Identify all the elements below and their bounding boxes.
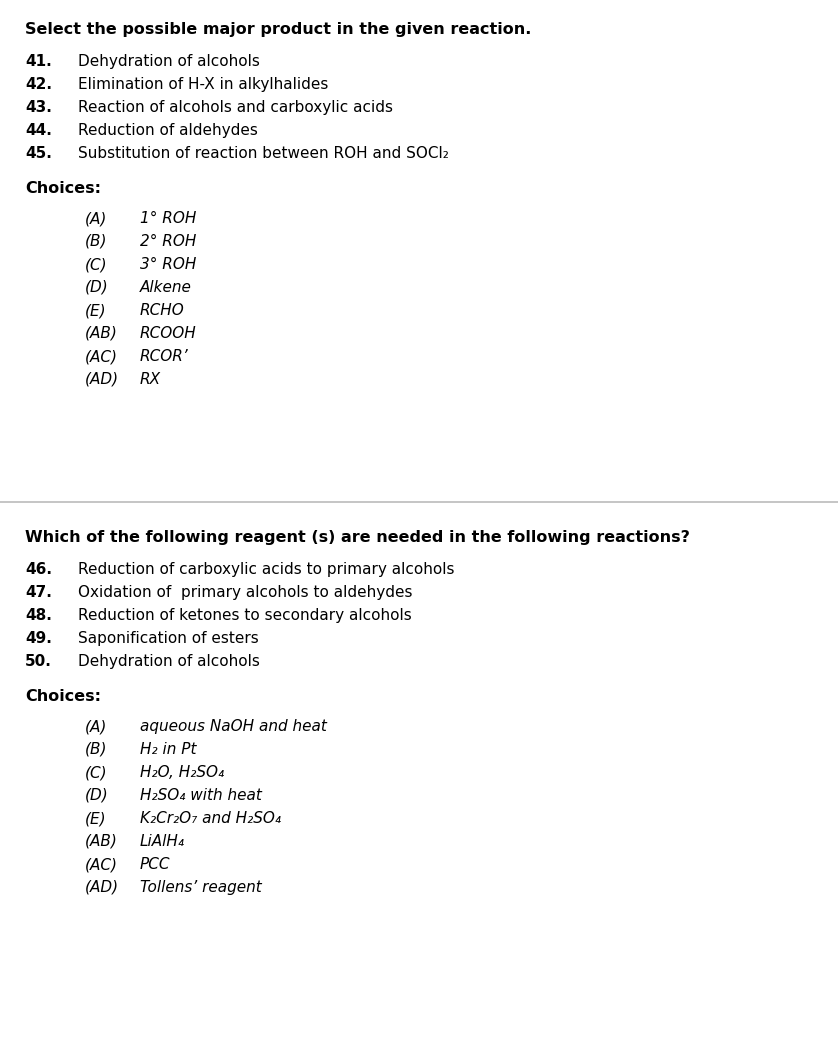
Text: Choices:: Choices: bbox=[25, 181, 101, 196]
Text: aqueous NaOH and heat: aqueous NaOH and heat bbox=[140, 719, 327, 734]
Text: (AB): (AB) bbox=[85, 326, 118, 341]
Text: PCC: PCC bbox=[140, 857, 170, 872]
Text: 46.: 46. bbox=[25, 562, 52, 577]
Text: Tollens’ reagent: Tollens’ reagent bbox=[140, 880, 261, 895]
Text: 43.: 43. bbox=[25, 100, 52, 115]
Text: H₂ in Pt: H₂ in Pt bbox=[140, 742, 196, 757]
Text: (A): (A) bbox=[85, 211, 107, 226]
Text: (AD): (AD) bbox=[85, 372, 119, 387]
Text: (A): (A) bbox=[85, 719, 107, 734]
Text: LiAlH₄: LiAlH₄ bbox=[140, 834, 185, 849]
Text: (E): (E) bbox=[85, 303, 106, 318]
Text: (AC): (AC) bbox=[85, 349, 118, 364]
Text: (D): (D) bbox=[85, 788, 109, 803]
Text: 50.: 50. bbox=[25, 654, 52, 669]
Text: (B): (B) bbox=[85, 742, 107, 757]
Text: 41.: 41. bbox=[25, 54, 52, 69]
Text: Saponification of esters: Saponification of esters bbox=[78, 631, 259, 646]
Text: RCOOH: RCOOH bbox=[140, 326, 197, 341]
Text: (C): (C) bbox=[85, 257, 107, 272]
Text: Elimination of H-X in alkylhalides: Elimination of H-X in alkylhalides bbox=[78, 77, 328, 92]
Text: 42.: 42. bbox=[25, 77, 52, 92]
Text: (E): (E) bbox=[85, 811, 106, 826]
Text: Reduction of carboxylic acids to primary alcohols: Reduction of carboxylic acids to primary… bbox=[78, 562, 454, 577]
Text: (AD): (AD) bbox=[85, 880, 119, 895]
Text: (B): (B) bbox=[85, 234, 107, 249]
Text: H₂SO₄ with heat: H₂SO₄ with heat bbox=[140, 788, 261, 803]
Text: Dehydration of alcohols: Dehydration of alcohols bbox=[78, 54, 260, 69]
Text: (D): (D) bbox=[85, 280, 109, 295]
Text: RX: RX bbox=[140, 372, 161, 387]
Text: Alkene: Alkene bbox=[140, 280, 192, 295]
Text: (AC): (AC) bbox=[85, 857, 118, 872]
Text: Substitution of reaction between ROH and SOCl₂: Substitution of reaction between ROH and… bbox=[78, 146, 449, 161]
Text: Choices:: Choices: bbox=[25, 688, 101, 704]
Text: 44.: 44. bbox=[25, 123, 52, 138]
Text: Dehydration of alcohols: Dehydration of alcohols bbox=[78, 654, 260, 669]
Text: 1° ROH: 1° ROH bbox=[140, 211, 196, 226]
Text: Reduction of aldehydes: Reduction of aldehydes bbox=[78, 123, 258, 138]
Text: RCOR’: RCOR’ bbox=[140, 349, 189, 364]
Text: (AB): (AB) bbox=[85, 834, 118, 849]
Text: Oxidation of  primary alcohols to aldehydes: Oxidation of primary alcohols to aldehyd… bbox=[78, 584, 412, 600]
Text: RCHO: RCHO bbox=[140, 303, 184, 318]
Text: 3° ROH: 3° ROH bbox=[140, 257, 196, 272]
Text: Which of the following reagent (s) are needed in the following reactions?: Which of the following reagent (s) are n… bbox=[25, 530, 690, 545]
Text: Reaction of alcohols and carboxylic acids: Reaction of alcohols and carboxylic acid… bbox=[78, 100, 393, 115]
Text: H₂O, H₂SO₄: H₂O, H₂SO₄ bbox=[140, 765, 224, 780]
Text: 45.: 45. bbox=[25, 146, 52, 161]
Text: (C): (C) bbox=[85, 765, 107, 780]
Text: Select the possible major product in the given reaction.: Select the possible major product in the… bbox=[25, 22, 531, 37]
Text: 47.: 47. bbox=[25, 584, 52, 600]
Text: K₂Cr₂O₇ and H₂SO₄: K₂Cr₂O₇ and H₂SO₄ bbox=[140, 811, 281, 826]
Text: 48.: 48. bbox=[25, 608, 52, 623]
Text: 2° ROH: 2° ROH bbox=[140, 234, 196, 249]
Text: 49.: 49. bbox=[25, 631, 52, 646]
Text: Reduction of ketones to secondary alcohols: Reduction of ketones to secondary alcoho… bbox=[78, 608, 411, 623]
